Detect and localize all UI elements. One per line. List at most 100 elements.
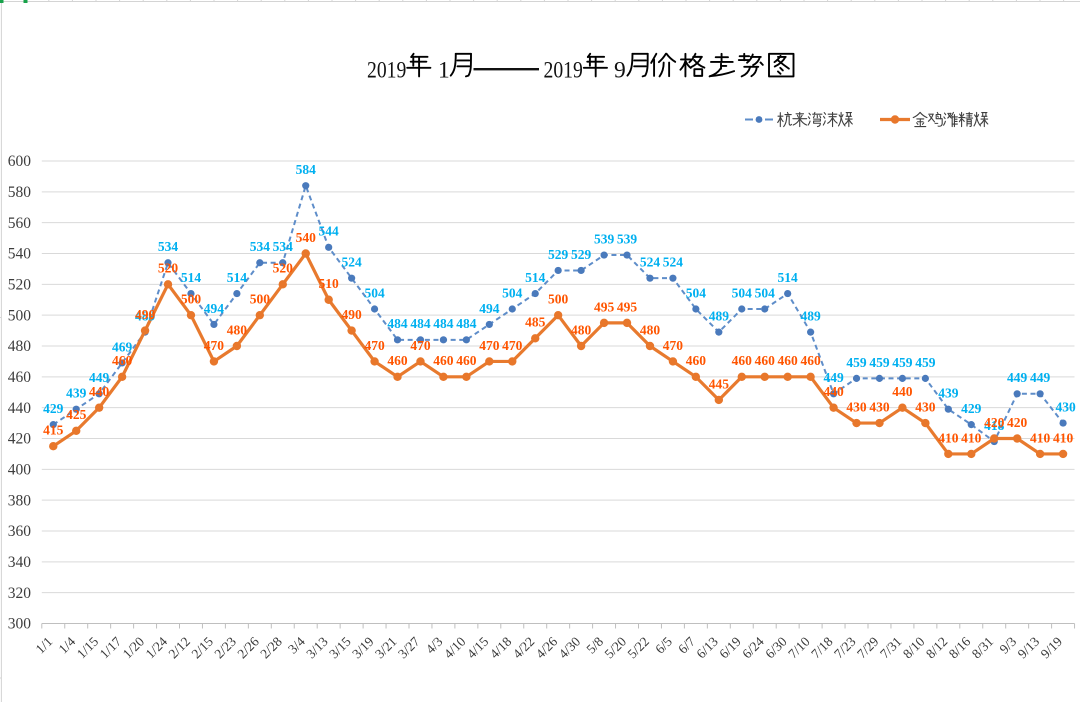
svg-text:439: 439 [66,386,87,401]
svg-text:410: 410 [1053,430,1074,445]
svg-text:500: 500 [181,292,202,307]
svg-text:490: 490 [135,307,156,322]
svg-text:510: 510 [319,276,340,291]
svg-text:320: 320 [8,585,32,602]
svg-text:560: 560 [8,215,32,232]
svg-text:480: 480 [571,322,592,337]
svg-text:504: 504 [502,285,523,300]
svg-text:529: 529 [571,247,592,262]
svg-text:580: 580 [8,184,32,201]
svg-text:360: 360 [8,523,32,540]
svg-text:430: 430 [915,399,936,414]
svg-text:429: 429 [961,401,982,416]
svg-text:520: 520 [273,261,294,276]
svg-text:470: 470 [410,338,431,353]
svg-text:534: 534 [250,239,271,254]
svg-text:9: 9 [614,57,626,83]
svg-text:524: 524 [640,255,661,270]
svg-text:440: 440 [892,384,913,399]
svg-text:504: 504 [686,285,707,300]
svg-text:459: 459 [846,355,867,370]
svg-text:415: 415 [43,423,64,438]
svg-text:540: 540 [296,230,317,245]
svg-text:460: 460 [778,353,799,368]
svg-text:380: 380 [8,492,32,509]
svg-text:440: 440 [8,400,32,417]
svg-text:460: 460 [686,353,707,368]
svg-text:420: 420 [8,431,32,448]
svg-text:480: 480 [640,322,661,337]
svg-text:460: 460 [800,353,821,368]
svg-text:514: 514 [227,270,248,285]
svg-text:460: 460 [433,353,454,368]
svg-text:460: 460 [112,353,133,368]
svg-text:500: 500 [250,292,271,307]
svg-text:504: 504 [732,285,753,300]
svg-text:490: 490 [341,307,362,322]
svg-text:300: 300 [8,616,32,633]
svg-text:449: 449 [1030,370,1051,385]
svg-text:469: 469 [112,339,133,354]
svg-text:495: 495 [617,299,638,314]
svg-text:504: 504 [364,285,385,300]
svg-text:539: 539 [617,231,638,246]
svg-text:470: 470 [204,338,225,353]
svg-text:500: 500 [8,307,32,324]
svg-text:440: 440 [89,384,110,399]
svg-text:494: 494 [204,301,225,316]
svg-text:1: 1 [438,57,450,83]
svg-text:584: 584 [296,162,317,177]
svg-text:489: 489 [135,309,156,324]
svg-text:470: 470 [663,338,684,353]
svg-text:445: 445 [709,376,730,391]
svg-text:534: 534 [273,239,294,254]
svg-text:524: 524 [341,255,362,270]
svg-text:539: 539 [594,231,615,246]
svg-text:489: 489 [709,309,730,324]
svg-text:440: 440 [823,384,844,399]
svg-text:494: 494 [479,301,500,316]
svg-text:2019: 2019 [367,57,406,83]
svg-text:418: 418 [984,418,1005,433]
svg-text:514: 514 [181,270,202,285]
svg-text:459: 459 [892,355,913,370]
svg-text:470: 470 [364,338,385,353]
svg-text:425: 425 [66,407,87,422]
svg-text:429: 429 [43,401,64,416]
svg-text:484: 484 [433,316,454,331]
svg-text:514: 514 [525,270,546,285]
svg-text:544: 544 [319,224,340,239]
svg-text:480: 480 [227,322,248,337]
svg-text:470: 470 [479,338,500,353]
svg-text:420: 420 [984,415,1005,430]
svg-text:500: 500 [548,292,569,307]
svg-text:600: 600 [8,153,32,170]
svg-text:410: 410 [1030,430,1051,445]
svg-text:410: 410 [938,430,959,445]
svg-text:524: 524 [663,255,684,270]
svg-text:529: 529 [548,247,569,262]
svg-text:540: 540 [8,246,32,263]
svg-text:480: 480 [8,338,32,355]
svg-text:420: 420 [1007,415,1028,430]
svg-text:485: 485 [525,315,546,330]
svg-text:504: 504 [755,285,776,300]
svg-text:484: 484 [456,316,477,331]
svg-text:460: 460 [387,353,408,368]
svg-text:459: 459 [915,355,936,370]
svg-text:470: 470 [502,338,523,353]
svg-text:2019: 2019 [544,57,583,83]
svg-text:460: 460 [732,353,753,368]
svg-text:460: 460 [755,353,776,368]
svg-text:520: 520 [158,261,179,276]
svg-text:484: 484 [410,316,431,331]
svg-text:534: 534 [158,239,179,254]
svg-text:484: 484 [387,316,408,331]
svg-text:459: 459 [869,355,890,370]
svg-text:410: 410 [961,430,982,445]
svg-text:489: 489 [800,309,821,324]
svg-text:449: 449 [1007,370,1028,385]
svg-text:430: 430 [869,399,890,414]
svg-text:460: 460 [456,353,477,368]
svg-text:430: 430 [1055,399,1076,414]
